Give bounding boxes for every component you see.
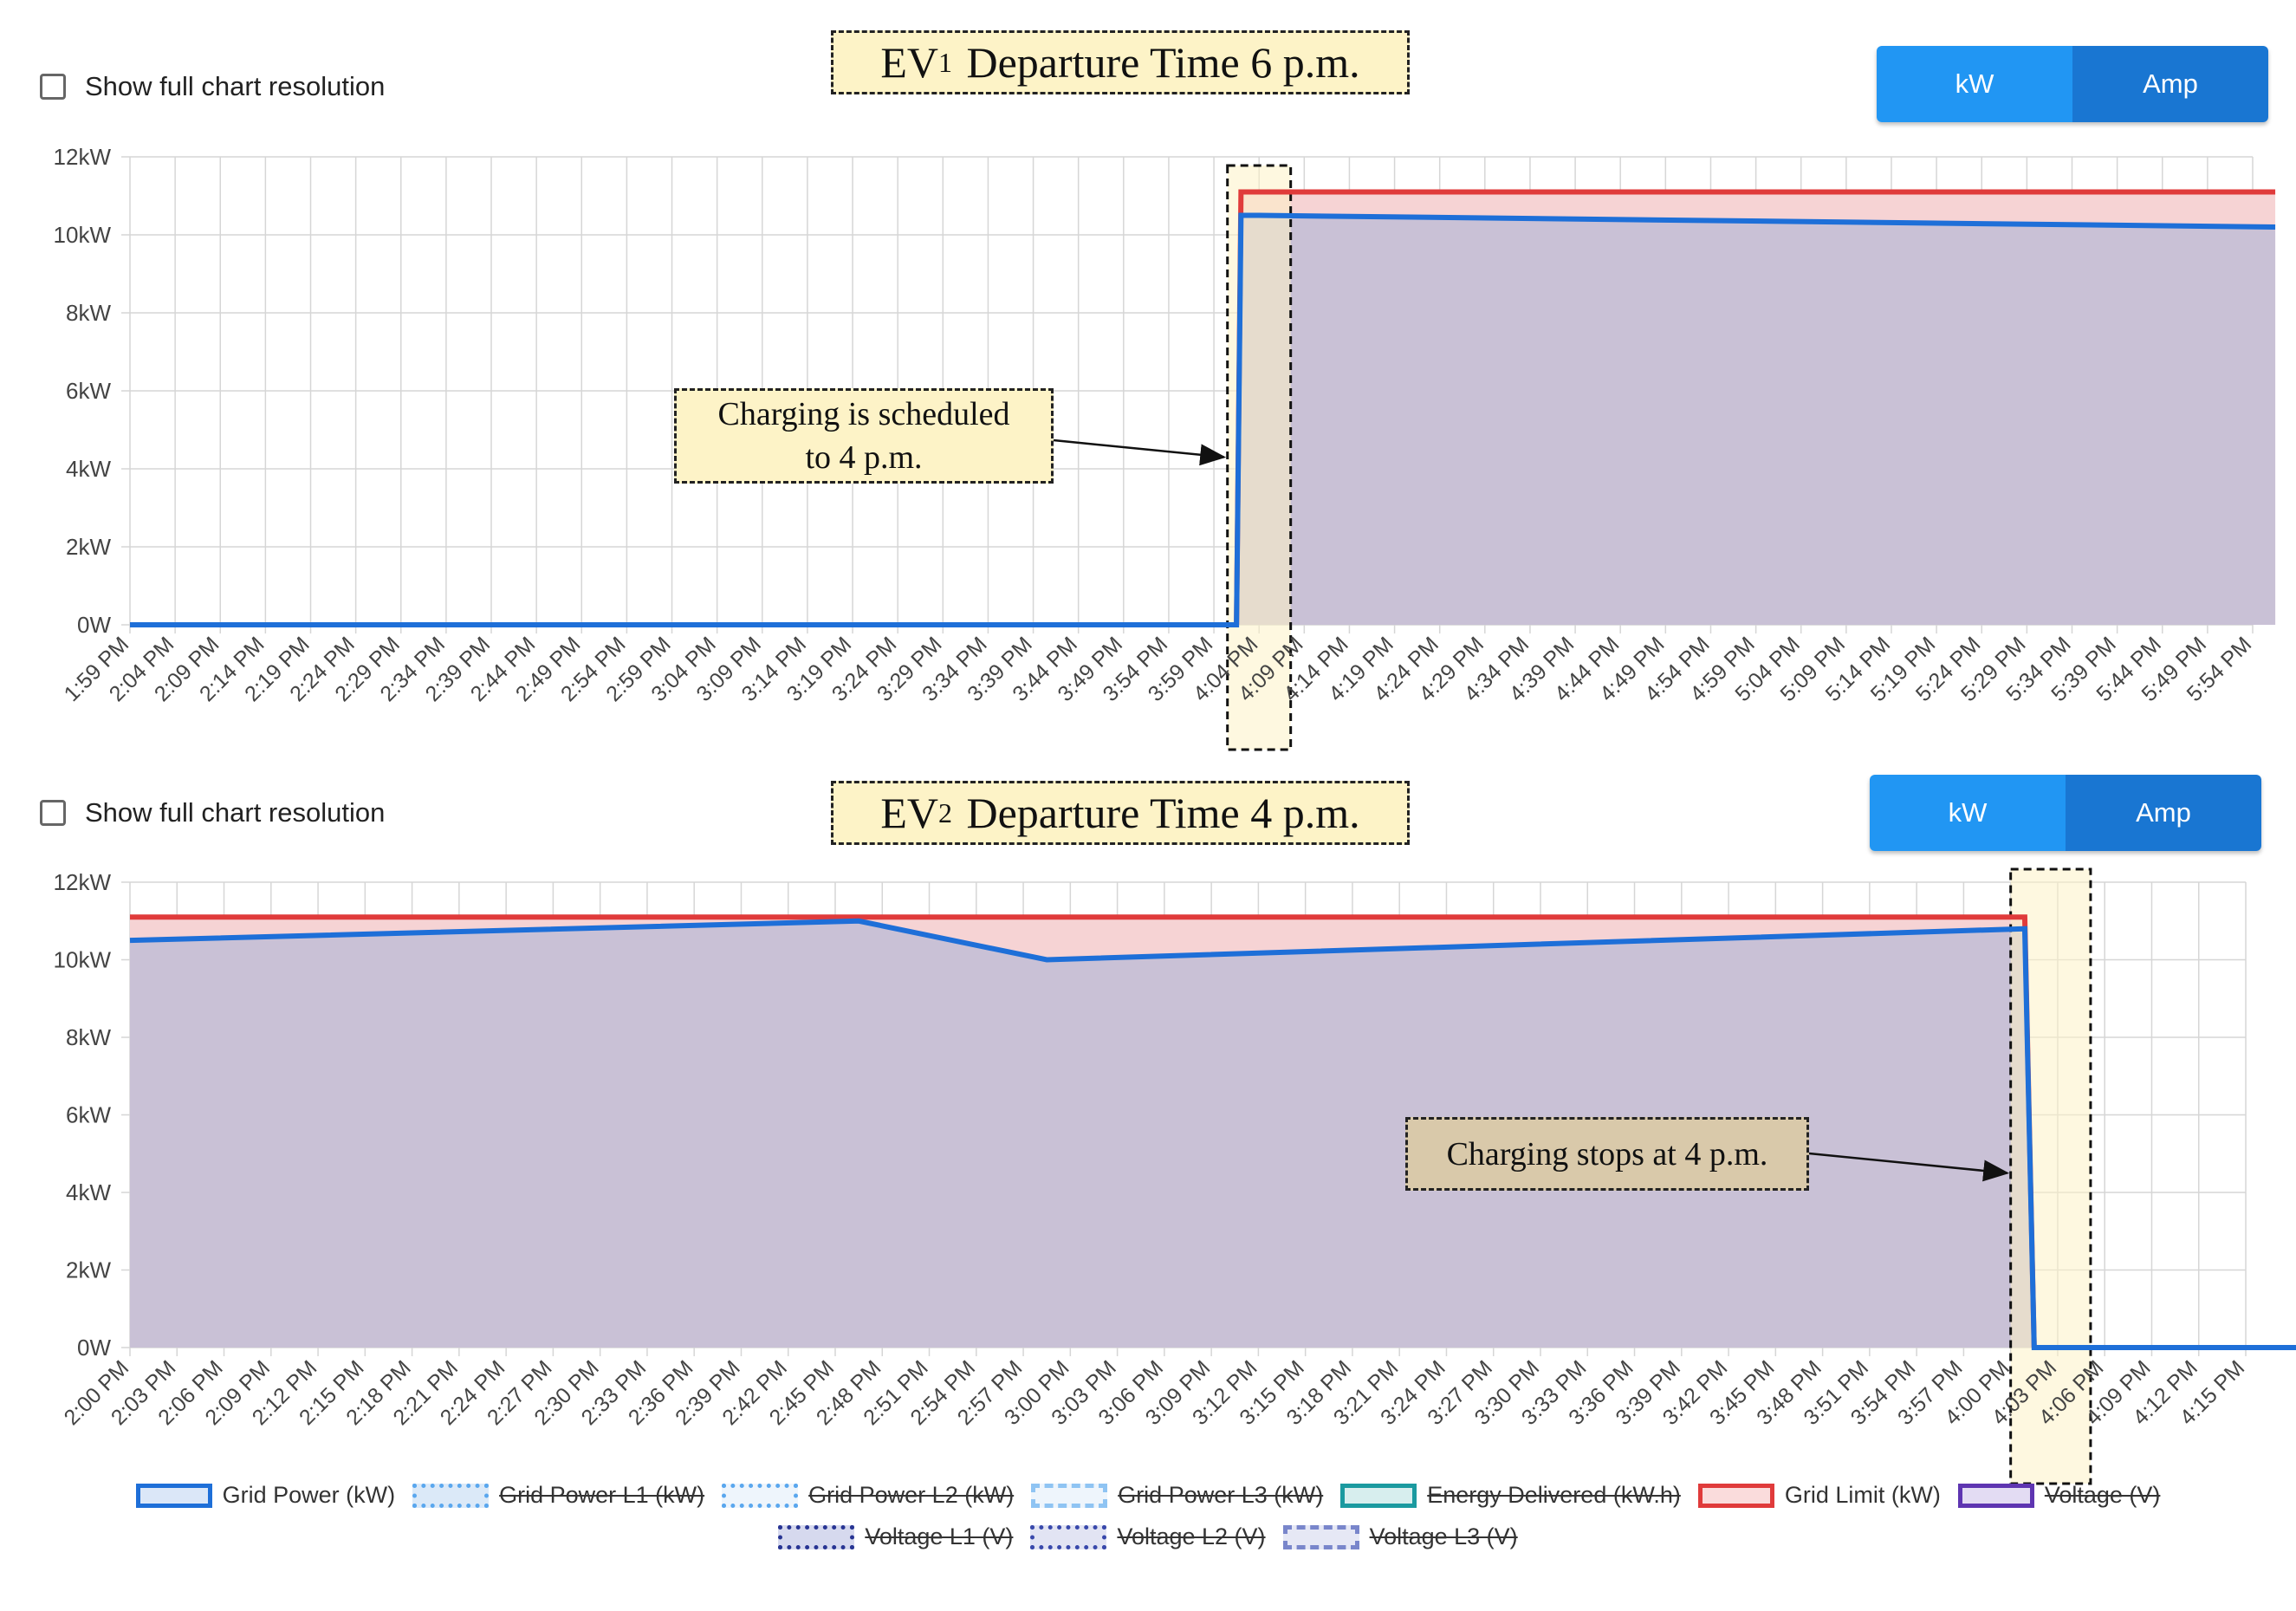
chart-panel-ev1: Show full chart resolution EV 1 Departure… <box>0 0 2296 750</box>
title-subscript: 2 <box>938 796 952 828</box>
checkbox-label: Show full chart resolution <box>85 71 386 101</box>
grid-power-line <box>130 212 2276 627</box>
annotation-arrow <box>1808 1152 2010 1182</box>
legend-item[interactable]: Voltage L1 (V) <box>778 1523 1013 1550</box>
amp-button[interactable]: Amp <box>2066 775 2261 851</box>
title-rest: Departure Time 4 p.m. <box>956 789 1360 837</box>
legend-label: Voltage L3 (V) <box>1369 1523 1518 1549</box>
legend-item[interactable]: Voltage L2 (V) <box>1030 1523 1266 1550</box>
grid-power-area <box>130 920 2296 1348</box>
legend-swatch <box>135 1483 212 1508</box>
legend-label: Voltage L2 (V) <box>1117 1523 1266 1549</box>
title-subscript: 1 <box>938 46 952 78</box>
kw-button[interactable]: kW <box>1877 46 2072 122</box>
legend-swatch <box>1340 1483 1417 1508</box>
legend-item[interactable]: Grid Limit (kW) <box>1697 1482 1941 1509</box>
legend-label: Energy Delivered (kW.h) <box>1427 1482 1681 1508</box>
annotation-line: Charging stops at 4 p.m. <box>1446 1135 1768 1173</box>
y-tick-label: 10kW <box>54 222 112 248</box>
chart-panel-ev2: Show full chart resolution EV 2 Departure… <box>0 750 2296 1495</box>
title-main: EV <box>880 789 938 837</box>
legend-item[interactable]: Grid Power L3 (kW) <box>1031 1482 1323 1509</box>
annotation-line: Charging is scheduled <box>717 396 1010 432</box>
unit-toggle: kW Amp <box>1870 775 2261 851</box>
legend-swatch <box>1957 1483 2034 1508</box>
y-tick-label: 0W <box>77 1335 111 1361</box>
legend-row: Grid Power (kW) Grid Power L1 (kW) Grid Po… <box>0 1482 2296 1509</box>
y-tick-label: 0W <box>77 612 111 638</box>
legend-swatch <box>1030 1524 1107 1549</box>
legend-item[interactable]: Energy Delivered (kW.h) <box>1340 1482 1681 1509</box>
y-tick-label: 12kW <box>54 869 112 895</box>
grid-power-area <box>130 215 2276 625</box>
chart-title: EV 1 Departure Time 6 p.m. <box>831 30 1410 94</box>
legend-swatch <box>1697 1483 1774 1508</box>
full-resolution-toggle[interactable]: Show full chart resolution <box>40 71 385 102</box>
y-tick-label: 4kW <box>66 456 111 482</box>
title-main: EV <box>880 38 938 87</box>
highlight-band-border <box>1226 164 1293 751</box>
kw-button[interactable]: kW <box>1870 775 2066 851</box>
unit-toggle: kW Amp <box>1877 46 2268 122</box>
amp-button[interactable]: Amp <box>2072 46 2268 122</box>
annotation-box: Charging stops at 4 p.m. <box>1405 1117 1809 1191</box>
legend-swatch <box>412 1483 490 1508</box>
y-tick-label: 2kW <box>66 1257 111 1283</box>
legend-item[interactable]: Voltage (V) <box>1957 1482 2161 1509</box>
annotation-arrow <box>1053 438 1227 466</box>
highlight-band-border <box>2009 867 2092 1485</box>
y-tick-label: 10kW <box>54 947 112 973</box>
y-tick-label: 6kW <box>66 1102 111 1128</box>
title-rest: Departure Time 6 p.m. <box>956 38 1360 87</box>
legend-label: Grid Power L1 (kW) <box>499 1482 705 1508</box>
chart-legend: Grid Power (kW) Grid Power L1 (kW) Grid Po… <box>0 1482 2296 1586</box>
legend-label: Voltage L1 (V) <box>865 1523 1014 1549</box>
legend-swatch <box>1282 1524 1359 1549</box>
legend-item[interactable]: Grid Power L2 (kW) <box>722 1482 1014 1509</box>
y-tick-label: 2kW <box>66 534 111 560</box>
checkbox-icon[interactable] <box>40 800 66 826</box>
legend-label: Grid Power (kW) <box>222 1482 396 1508</box>
legend-label: Grid Limit (kW) <box>1784 1482 1941 1508</box>
checkbox-label: Show full chart resolution <box>85 797 386 828</box>
legend-label: Grid Power L3 (kW) <box>1118 1482 1324 1508</box>
legend-item[interactable]: Voltage L3 (V) <box>1282 1523 1518 1550</box>
checkbox-icon[interactable] <box>40 74 66 100</box>
legend-row: Voltage L1 (V) Voltage L2 (V) Voltage L3 (… <box>0 1523 2296 1550</box>
annotation-line: to 4 p.m. <box>805 439 923 476</box>
y-tick-label: 12kW <box>54 144 112 170</box>
legend-label: Grid Power L2 (kW) <box>808 1482 1015 1508</box>
legend-item[interactable]: Grid Power (kW) <box>135 1482 396 1509</box>
full-resolution-toggle[interactable]: Show full chart resolution <box>40 797 385 828</box>
legend-label: Voltage (V) <box>2044 1482 2161 1508</box>
grid-power-line <box>129 918 2296 1350</box>
y-tick-label: 6kW <box>66 378 111 404</box>
legend-swatch <box>778 1524 855 1549</box>
legend-swatch <box>722 1483 799 1508</box>
y-tick-label: 4kW <box>66 1179 111 1205</box>
y-tick-label: 8kW <box>66 1024 111 1050</box>
chart-title: EV 2 Departure Time 4 p.m. <box>831 781 1410 845</box>
legend-item[interactable]: Grid Power L1 (kW) <box>412 1482 704 1509</box>
annotation-box: Charging is scheduled to 4 p.m. <box>674 388 1054 484</box>
legend-swatch <box>1031 1483 1108 1508</box>
y-tick-label: 8kW <box>66 300 111 326</box>
